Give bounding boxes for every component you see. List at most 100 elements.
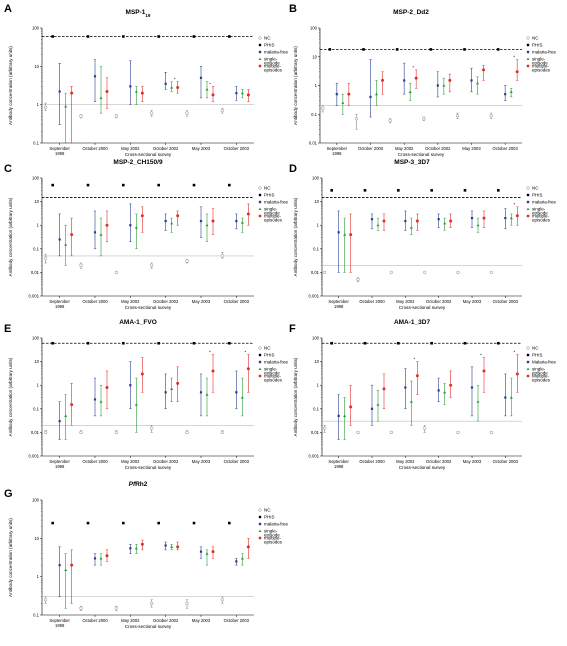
data-point-nc [79, 430, 83, 435]
data-point-multiple-episodes [140, 214, 144, 218]
legend-marker [258, 57, 262, 60]
legend-marker [526, 186, 530, 190]
data-point-phis [363, 189, 367, 192]
x-axis-label: Cross-sectional survey [125, 465, 172, 470]
x-tick-label: September [328, 299, 349, 304]
legend-marker [526, 367, 530, 370]
data-point-single-episode [64, 243, 68, 246]
panel-title: AMA-1_FVO [119, 319, 157, 326]
y-tick-label: 1 [37, 574, 40, 579]
data-point-single-episode [170, 85, 174, 89]
y-axis-label: Antibody concentration (arbitrary units) [8, 357, 13, 436]
data-point-malaria-free [370, 218, 374, 221]
data-point-phis [192, 35, 196, 38]
legend-marker [258, 529, 262, 532]
legend-label-cont: episodes [264, 68, 283, 73]
panel-title: MSP-2_Dd2 [393, 9, 429, 16]
legend-marker [526, 64, 530, 68]
legend-label: single- [264, 367, 278, 372]
data-point-multiple-episodes [515, 372, 519, 376]
y-axis-label: Antibody concentration (arbitrary units) [293, 197, 298, 276]
legend-marker [526, 43, 530, 47]
data-point-single-episode [375, 92, 378, 96]
panel-title-sub: 19 [145, 13, 151, 18]
data-point-malaria-free [235, 391, 238, 394]
significance-star: * [209, 349, 211, 354]
legend-label-cont: episode [264, 61, 280, 66]
data-point-nc [489, 113, 493, 118]
data-point-multiple-episodes [176, 545, 180, 549]
data-point-malaria-free [370, 407, 374, 410]
data-point-phis [328, 48, 332, 51]
data-point-multiple-episodes [246, 367, 250, 371]
data-point-multiple-episodes [70, 563, 74, 567]
data-point-single-episode [134, 225, 138, 229]
data-point-phis [192, 521, 196, 525]
significance-star: * [513, 55, 515, 60]
data-point-single-episode [99, 400, 103, 403]
y-axis-label: Antibody concentration (arbitrary units) [8, 46, 13, 125]
x-tick-label: October 2000 [358, 146, 384, 151]
data-point-phis [51, 521, 54, 525]
x-tick-label: September [49, 146, 70, 151]
data-point-phis [86, 35, 90, 38]
data-point-malaria-free [199, 550, 203, 553]
legend-label-cont: episode [264, 533, 280, 538]
panel-title-main: AMA-1_3D7 [394, 319, 431, 326]
y-tick-label: 1 [317, 223, 320, 228]
data-point-nc [79, 263, 83, 267]
data-point-malaria-free [58, 564, 61, 567]
legend-label: PHIS [264, 43, 275, 48]
data-point-nc [356, 277, 360, 282]
panel-title-rest: Rh2 [135, 481, 148, 488]
data-point-nc [44, 105, 48, 110]
data-point-nc [150, 426, 154, 430]
panel-title: MSP-2_CH150/9 [113, 159, 163, 166]
data-point-nc [389, 430, 393, 435]
data-point-malaria-free [470, 79, 473, 82]
x-tick-label: 1998 [55, 304, 65, 309]
data-point-nc [185, 430, 189, 435]
legend-label: malaria-free [532, 200, 557, 205]
data-point-nc [389, 270, 393, 275]
y-tick-label: 100 [310, 26, 318, 31]
data-point-single-episode [240, 91, 244, 95]
legend-label: multiple- [532, 64, 550, 69]
data-point-single-episode [64, 414, 68, 418]
data-point-phis [496, 48, 500, 51]
legend-marker [258, 186, 262, 190]
data-point-phis [122, 521, 125, 525]
legend-marker [526, 193, 530, 197]
data-point-single-episode [343, 232, 347, 236]
data-point-phis [430, 189, 433, 192]
legend-marker [258, 353, 262, 357]
data-point-phis [330, 341, 333, 345]
panel-title-italic: Pf [129, 481, 136, 488]
legend-label-cont: episodes [532, 68, 551, 73]
x-tick-label: May 2003 [463, 459, 482, 464]
data-point-phis [497, 341, 500, 345]
data-point-single-episode [376, 403, 380, 406]
data-point-malaria-free [93, 557, 97, 560]
data-point-phis [395, 48, 399, 51]
data-point-phis [51, 183, 54, 187]
legend-label: multiple- [264, 536, 282, 541]
y-tick-label: 100 [312, 336, 320, 341]
data-point-single-episode [170, 545, 174, 548]
data-point-single-episode [134, 546, 138, 550]
data-point-single-episode [99, 232, 103, 236]
data-point-single-episode [343, 414, 347, 418]
x-tick-label: October 2000 [359, 299, 385, 304]
legend-label: NC [264, 36, 271, 41]
legend-label: single- [264, 529, 278, 534]
legend-label: malaria-free [264, 200, 289, 205]
data-point-malaria-free [470, 386, 474, 389]
data-point-single-episode [476, 223, 480, 227]
y-axis-label: Antibody concentration (arbitrary units) [8, 197, 13, 276]
significance-star: * [414, 357, 416, 362]
panel-letter: B [289, 3, 297, 15]
legend-label: single- [264, 57, 278, 62]
y-tick-label: 10 [34, 199, 39, 204]
data-point-single-episode [341, 101, 345, 104]
